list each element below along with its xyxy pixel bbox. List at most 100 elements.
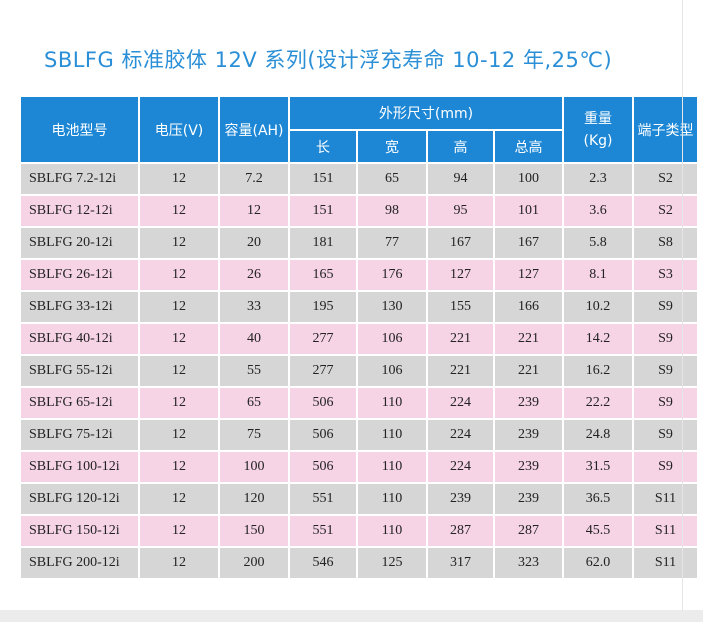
cell-total-height: 167 bbox=[493, 226, 564, 260]
cell-length: 506 bbox=[288, 386, 358, 420]
cell-height: 127 bbox=[426, 258, 495, 292]
cell-terminal: S11 bbox=[632, 514, 699, 548]
cell-height: 221 bbox=[426, 322, 495, 356]
cell-model: SBLFG 55-12i bbox=[19, 354, 140, 388]
cell-total-height: 166 bbox=[493, 290, 564, 324]
cell-terminal: S11 bbox=[632, 482, 699, 516]
cell-height: 224 bbox=[426, 418, 495, 452]
table-row: SBLFG 7.2-12i 12 7.2 151 65 94 100 2.3 S2 bbox=[19, 162, 699, 196]
cell-capacity: 100 bbox=[218, 450, 290, 484]
cell-weight: 24.8 bbox=[562, 418, 634, 452]
cell-model: SBLFG 26-12i bbox=[19, 258, 140, 292]
cell-width: 125 bbox=[356, 546, 428, 580]
cell-weight: 8.1 bbox=[562, 258, 634, 292]
cell-width: 110 bbox=[356, 514, 428, 548]
cell-weight: 2.3 bbox=[562, 162, 634, 196]
cell-height: 95 bbox=[426, 194, 495, 228]
cell-model: SBLFG 65-12i bbox=[19, 386, 140, 420]
cell-terminal: S2 bbox=[632, 162, 699, 196]
cell-model: SBLFG 40-12i bbox=[19, 322, 140, 356]
header-dimensions: 外形尺寸(mm) bbox=[288, 95, 564, 131]
cell-capacity: 120 bbox=[218, 482, 290, 516]
cell-capacity: 75 bbox=[218, 418, 290, 452]
cell-capacity: 26 bbox=[218, 258, 290, 292]
cell-length: 151 bbox=[288, 194, 358, 228]
cell-terminal: S9 bbox=[632, 386, 699, 420]
cell-voltage: 12 bbox=[138, 290, 220, 324]
bottom-divider bbox=[0, 610, 703, 622]
cell-length: 151 bbox=[288, 162, 358, 196]
table-row: SBLFG 150-12i 12 150 551 110 287 287 45.5 S11 bbox=[19, 514, 699, 548]
cell-height: 287 bbox=[426, 514, 495, 548]
cell-voltage: 12 bbox=[138, 482, 220, 516]
cell-weight: 14.2 bbox=[562, 322, 634, 356]
cell-height: 167 bbox=[426, 226, 495, 260]
table-row: SBLFG 20-12i 12 20 181 77 167 167 5.8 S8 bbox=[19, 226, 699, 260]
cell-terminal: S9 bbox=[632, 450, 699, 484]
header-model: 电池型号 bbox=[19, 95, 140, 164]
cell-capacity: 55 bbox=[218, 354, 290, 388]
table-row: SBLFG 26-12i 12 26 165 176 127 127 8.1 S3 bbox=[19, 258, 699, 292]
cell-model: SBLFG 120-12i bbox=[19, 482, 140, 516]
cell-total-height: 221 bbox=[493, 354, 564, 388]
cell-capacity: 150 bbox=[218, 514, 290, 548]
cell-terminal: S9 bbox=[632, 354, 699, 388]
battery-spec-table: 电池型号 电压(V) 容量(AH) 外形尺寸(mm) 重量 (Kg) 端子类型 … bbox=[19, 95, 699, 580]
cell-model: SBLFG 150-12i bbox=[19, 514, 140, 548]
cell-height: 224 bbox=[426, 450, 495, 484]
cell-total-height: 323 bbox=[493, 546, 564, 580]
cell-length: 546 bbox=[288, 546, 358, 580]
cell-capacity: 12 bbox=[218, 194, 290, 228]
cell-width: 110 bbox=[356, 482, 428, 516]
cell-length: 551 bbox=[288, 514, 358, 548]
cell-total-height: 100 bbox=[493, 162, 564, 196]
cell-height: 224 bbox=[426, 386, 495, 420]
cell-width: 106 bbox=[356, 354, 428, 388]
header-terminal: 端子类型 bbox=[632, 95, 699, 164]
cell-weight: 10.2 bbox=[562, 290, 634, 324]
cell-width: 176 bbox=[356, 258, 428, 292]
cell-length: 506 bbox=[288, 418, 358, 452]
cell-total-height: 239 bbox=[493, 418, 564, 452]
cell-model: SBLFG 33-12i bbox=[19, 290, 140, 324]
cell-weight: 31.5 bbox=[562, 450, 634, 484]
cell-weight: 36.5 bbox=[562, 482, 634, 516]
header-voltage: 电压(V) bbox=[138, 95, 220, 164]
cell-width: 98 bbox=[356, 194, 428, 228]
table-body: SBLFG 7.2-12i 12 7.2 151 65 94 100 2.3 S2 SBLFG 1… bbox=[19, 162, 699, 580]
header-width: 宽 bbox=[356, 129, 428, 164]
table-row: SBLFG 200-12i 12 200 546 125 317 323 62.0 S11 bbox=[19, 546, 699, 580]
cell-terminal: S9 bbox=[632, 290, 699, 324]
cell-width: 110 bbox=[356, 450, 428, 484]
cell-weight: 16.2 bbox=[562, 354, 634, 388]
cell-voltage: 12 bbox=[138, 546, 220, 580]
header-total-height: 总高 bbox=[493, 129, 564, 164]
right-edge-divider bbox=[682, 0, 683, 610]
header-weight: 重量 (Kg) bbox=[562, 95, 634, 164]
cell-terminal: S2 bbox=[632, 194, 699, 228]
cell-model: SBLFG 7.2-12i bbox=[19, 162, 140, 196]
cell-width: 65 bbox=[356, 162, 428, 196]
cell-voltage: 12 bbox=[138, 354, 220, 388]
cell-terminal: S8 bbox=[632, 226, 699, 260]
cell-model: SBLFG 20-12i bbox=[19, 226, 140, 260]
cell-length: 277 bbox=[288, 322, 358, 356]
cell-width: 110 bbox=[356, 386, 428, 420]
cell-voltage: 12 bbox=[138, 386, 220, 420]
cell-height: 155 bbox=[426, 290, 495, 324]
table-row: SBLFG 40-12i 12 40 277 106 221 221 14.2 S9 bbox=[19, 322, 699, 356]
cell-total-height: 239 bbox=[493, 450, 564, 484]
cell-height: 94 bbox=[426, 162, 495, 196]
table-row: SBLFG 33-12i 12 33 195 130 155 166 10.2 S9 bbox=[19, 290, 699, 324]
cell-capacity: 65 bbox=[218, 386, 290, 420]
cell-terminal: S11 bbox=[632, 546, 699, 580]
cell-length: 181 bbox=[288, 226, 358, 260]
header-capacity: 容量(AH) bbox=[218, 95, 290, 164]
cell-total-height: 239 bbox=[493, 482, 564, 516]
cell-capacity: 200 bbox=[218, 546, 290, 580]
cell-height: 317 bbox=[426, 546, 495, 580]
cell-capacity: 7.2 bbox=[218, 162, 290, 196]
cell-voltage: 12 bbox=[138, 514, 220, 548]
cell-weight: 62.0 bbox=[562, 546, 634, 580]
cell-voltage: 12 bbox=[138, 418, 220, 452]
